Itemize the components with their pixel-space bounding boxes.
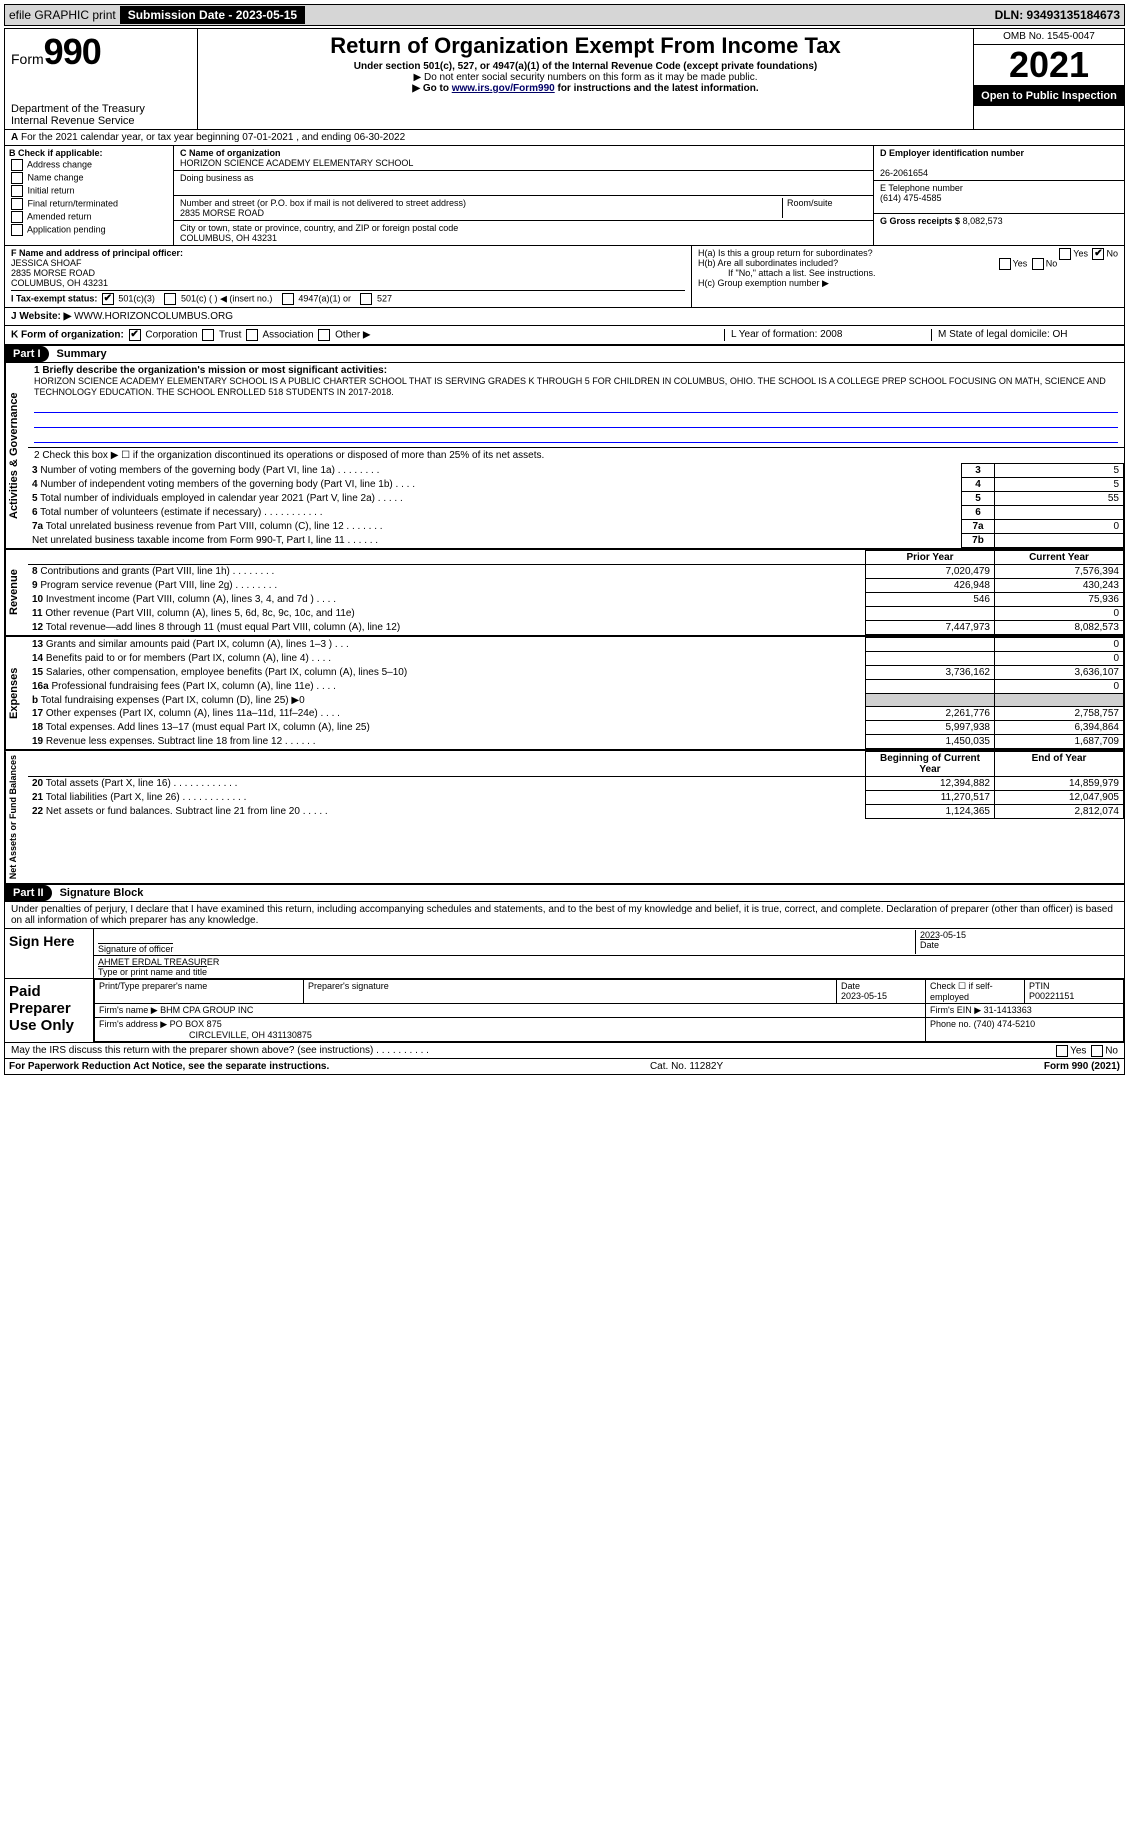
chk-501c3[interactable] [102,293,114,305]
ha-no[interactable] [1092,248,1104,260]
form-number: 990 [44,31,101,72]
header-right: OMB No. 1545-0047 2021 Open to Public In… [973,29,1124,129]
submission-date-button[interactable]: Submission Date - 2023-05-15 [120,6,305,24]
form-header: Form990 Department of the Treasury Inter… [5,29,1124,130]
paid-preparer-label: Paid Preparer Use Only [5,979,94,1042]
form-title: Return of Organization Exempt From Incom… [204,33,967,59]
netassets-section: Net Assets or Fund Balances Beginning of… [5,751,1124,885]
irs-link[interactable]: www.irs.gov/Form990 [452,83,555,94]
subtitle-3: ▶ Go to www.irs.gov/Form990 for instruct… [204,83,967,94]
subtitle-1: Under section 501(c), 527, or 4947(a)(1)… [204,61,967,72]
chk-final[interactable]: Final return/terminated [9,198,169,210]
may-irs-row: May the IRS discuss this return with the… [5,1043,1124,1059]
ha-yes[interactable] [1059,248,1071,260]
vert-expenses: Expenses [5,637,28,749]
section-b-g: B Check if applicable: Address change Na… [5,146,1124,246]
phone: (614) 475-4585 [880,193,942,203]
city: COLUMBUS, OH 43231 [180,233,277,243]
chk-amended[interactable]: Amended return [9,211,169,223]
dept-label: Department of the Treasury Internal Reve… [11,103,191,127]
hb-yes[interactable] [999,258,1011,270]
col-h: H(a) Is this a group return for subordin… [691,246,1124,307]
chk-4947[interactable] [282,293,294,305]
vert-activities: Activities & Governance [5,363,28,548]
header-left: Form990 Department of the Treasury Inter… [5,29,198,129]
chk-pending[interactable]: Application pending [9,224,169,236]
section-f-h: F Name and address of principal officer:… [5,246,1124,308]
chk-trust[interactable] [202,329,214,341]
row-a: A For the 2021 calendar year, or tax yea… [5,130,1124,146]
paid-preparer-row: Paid Preparer Use Only Print/Type prepar… [5,979,1124,1043]
street: 2835 MORSE ROAD [180,208,264,218]
row-j: J Website: ▶ WWW.HORIZONCOLUMBUS.ORG [5,308,1124,326]
chk-name[interactable]: Name change [9,172,169,184]
org-name: HORIZON SCIENCE ACADEMY ELEMENTARY SCHOO… [180,158,413,168]
chk-501c[interactable] [164,293,176,305]
gross-receipts: 8,082,573 [963,216,1003,226]
form-container: Form990 Department of the Treasury Inter… [4,28,1125,1075]
efile-label: efile GRAPHIC print [9,8,116,22]
revenue-table: Prior YearCurrent Year8 Contributions an… [28,550,1124,635]
website: WWW.HORIZONCOLUMBUS.ORG [74,311,233,322]
dln-label: DLN: 93493135184673 [995,8,1120,22]
vert-netassets: Net Assets or Fund Balances [5,751,28,883]
mission-text: HORIZON SCIENCE ACADEMY ELEMENTARY SCHOO… [34,376,1106,397]
irs-no[interactable] [1091,1045,1103,1057]
tax-year: 2021 [974,45,1124,85]
chk-527[interactable] [360,293,372,305]
declaration: Under penalties of perjury, I declare th… [5,902,1124,929]
hb-no[interactable] [1032,258,1044,270]
col-f-i: F Name and address of principal officer:… [5,246,691,307]
q2: 2 Check this box ▶ ☐ if the organization… [28,448,1124,463]
col-deg: D Employer identification number26-20616… [873,146,1124,245]
governance-table: 3 Number of voting members of the govern… [28,463,1124,548]
sign-here-row: Sign Here Signature of officer 2023-05-1… [5,929,1124,979]
row-i: I Tax-exempt status: 501(c)(3) 501(c) ( … [11,293,685,305]
omb-number: OMB No. 1545-0047 [974,29,1124,45]
activities-governance: Activities & Governance 1 Briefly descri… [5,363,1124,550]
expenses-section: Expenses 13 Grants and similar amounts p… [5,637,1124,751]
col-b: B Check if applicable: Address change Na… [5,146,174,245]
top-bar: efile GRAPHIC print Submission Date - 20… [4,4,1125,26]
revenue-section: Revenue Prior YearCurrent Year8 Contribu… [5,550,1124,637]
expenses-table: 13 Grants and similar amounts paid (Part… [28,637,1124,749]
ein: 26-2061654 [880,168,928,178]
mission-box: 1 Briefly describe the organization's mi… [28,363,1124,448]
chk-address[interactable]: Address change [9,159,169,171]
header-middle: Return of Organization Exempt From Incom… [198,29,973,129]
irs-yes[interactable] [1056,1045,1068,1057]
open-to-public: Open to Public Inspection [974,85,1124,106]
chk-corp[interactable] [129,329,141,341]
footer: For Paperwork Reduction Act Notice, see … [5,1059,1124,1074]
chk-initial[interactable]: Initial return [9,185,169,197]
part1-header: Part I Summary [5,346,1124,363]
form-prefix: Form [11,51,44,67]
part2-header: Part II Signature Block [5,885,1124,902]
row-k-l: K Form of organization: Corporation Trus… [5,326,1124,346]
col-c: C Name of organizationHORIZON SCIENCE AC… [174,146,873,245]
subtitle-2: ▶ Do not enter social security numbers o… [204,72,967,83]
vert-revenue: Revenue [5,550,28,635]
chk-other[interactable] [318,329,330,341]
netassets-table: Beginning of Current YearEnd of Year20 T… [28,751,1124,819]
chk-assoc[interactable] [246,329,258,341]
sign-here-label: Sign Here [5,929,94,978]
